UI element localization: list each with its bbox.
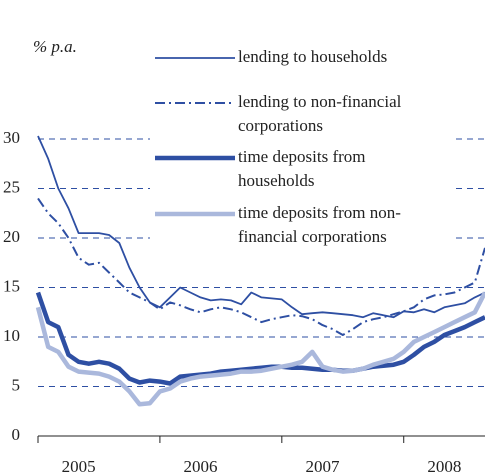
y-tick-label: 15 bbox=[3, 276, 20, 295]
legend-label-line: time deposits from non- bbox=[238, 203, 401, 222]
y-tick-label: 10 bbox=[3, 326, 20, 345]
series-line bbox=[35, 291, 485, 407]
x-tick-label: 2008 bbox=[427, 457, 461, 474]
legend-label: lending to households bbox=[238, 47, 387, 66]
series-line bbox=[37, 197, 485, 336]
y-tick-label: 25 bbox=[3, 177, 20, 196]
legend-label: time deposits from non-financial corpora… bbox=[238, 203, 401, 246]
legend-label-line: corporations bbox=[238, 116, 323, 135]
y-axis-label: % p.a. bbox=[33, 37, 77, 56]
y-tick-label: 20 bbox=[3, 227, 20, 246]
legend-label: time deposits from households bbox=[238, 147, 365, 190]
y-tick-label: 5 bbox=[12, 375, 21, 394]
legend-label-line: households bbox=[238, 171, 315, 190]
series-line bbox=[37, 135, 485, 319]
y-tick-label: 0 bbox=[12, 425, 21, 444]
legend-background bbox=[150, 50, 455, 250]
legend-label-line: lending to households bbox=[238, 47, 387, 66]
x-tick-label: 2007 bbox=[305, 457, 340, 474]
x-tick-label: 2005 bbox=[62, 457, 96, 474]
legend-label: lending to non-financial corporations bbox=[238, 92, 402, 135]
x-tick-label: 2006 bbox=[184, 457, 218, 474]
y-tick-label: 30 bbox=[3, 128, 20, 147]
legend-label-line: lending to non-financial bbox=[238, 92, 402, 111]
legend-label-line: time deposits from bbox=[238, 147, 365, 166]
series-line bbox=[35, 291, 485, 386]
legend-label-line: financial corporations bbox=[238, 227, 387, 246]
